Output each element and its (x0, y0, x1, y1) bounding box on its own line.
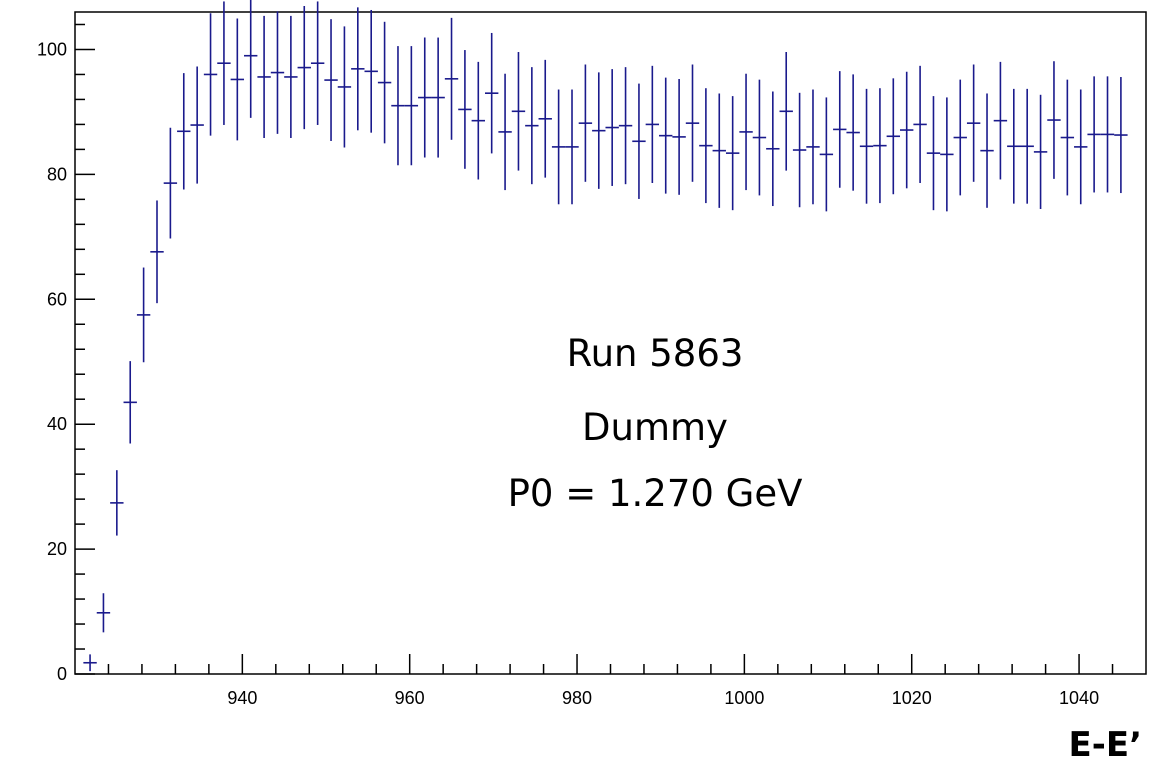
data-point (551, 89, 566, 205)
data-point (337, 26, 352, 148)
x-tick-label: 940 (227, 688, 257, 708)
data-point (190, 66, 204, 184)
data-point (377, 21, 392, 144)
y-tick-label: 0 (57, 664, 67, 684)
data-point (712, 93, 726, 208)
data-point (659, 77, 673, 194)
data-point (645, 65, 660, 184)
data-point (578, 64, 593, 182)
data-point (136, 267, 151, 363)
data-point (685, 64, 700, 182)
data-point (1087, 76, 1101, 193)
data-point (940, 97, 954, 212)
data-point (404, 46, 419, 166)
y-tick-label: 20 (47, 539, 67, 559)
data-point (859, 88, 874, 204)
data-point (270, 11, 285, 134)
data-point (1020, 88, 1034, 204)
data-point (244, 0, 258, 118)
data-point (284, 15, 298, 139)
data-point (605, 69, 619, 186)
data-point (953, 79, 967, 196)
data-point (966, 64, 981, 182)
y-axis-ticks: 0 20 40 60 80 100 (37, 23, 95, 684)
data-point (1074, 89, 1088, 205)
data-point (725, 96, 740, 211)
data-point (391, 46, 405, 166)
data-point (310, 1, 325, 125)
data-point (150, 200, 164, 304)
x-tick-label: 980 (562, 688, 592, 708)
run-annotation: Run 5863 Dummy P0 = 1.270 GeV (508, 332, 803, 515)
data-point (484, 32, 499, 154)
annotation-line-run: Run 5863 (567, 332, 744, 375)
x-axis-ticks: 940 960 980 1000 1020 1040 (107, 654, 1114, 708)
data-point (618, 67, 633, 185)
data-point (257, 15, 271, 139)
x-tick-label: 1040 (1059, 688, 1099, 708)
data-point (766, 91, 780, 207)
x-axis-label: E-E’ (1069, 725, 1142, 765)
data-point (431, 37, 445, 158)
y-tick-label: 60 (47, 289, 67, 309)
y-tick-label: 100 (37, 39, 67, 59)
data-point (364, 9, 378, 133)
data-point (926, 96, 941, 211)
x-tick-label: 960 (395, 688, 425, 708)
data-point (913, 65, 927, 184)
data-point (739, 73, 753, 191)
data-point (886, 78, 901, 195)
data-point (900, 71, 914, 189)
data-point (1047, 61, 1061, 179)
data-point (632, 83, 646, 199)
data-point (792, 92, 807, 208)
data-point (819, 97, 834, 212)
data-point (779, 52, 793, 171)
data-point (1100, 76, 1115, 193)
data-point (993, 61, 1008, 180)
data-point (110, 470, 124, 536)
data-point (203, 13, 218, 136)
x-tick-label: 1000 (724, 688, 764, 708)
data-points (83, 0, 1128, 672)
data-point (699, 88, 713, 204)
data-point (297, 6, 311, 130)
data-point (1007, 88, 1021, 204)
data-point (418, 37, 432, 158)
data-point (230, 18, 245, 141)
data-point (177, 73, 191, 190)
annotation-line-momentum: P0 = 1.270 GeV (508, 472, 803, 515)
data-point (83, 654, 97, 672)
data-point (324, 19, 338, 141)
data-point (752, 79, 767, 196)
data-point (592, 72, 606, 189)
y-tick-label: 40 (47, 414, 67, 434)
data-point (1033, 94, 1048, 209)
data-point (1114, 77, 1128, 194)
data-point (538, 59, 552, 178)
x-tick-label: 1020 (892, 688, 932, 708)
data-point (458, 50, 472, 169)
data-point (525, 67, 539, 185)
data-point (217, 1, 231, 125)
data-point (471, 61, 485, 180)
y-tick-label: 80 (47, 164, 67, 184)
data-point (806, 89, 820, 205)
data-point (833, 71, 847, 188)
data-point (123, 361, 137, 444)
data-point (163, 127, 178, 239)
data-point (511, 52, 526, 171)
data-point (96, 593, 111, 633)
data-point (565, 89, 579, 205)
data-point (846, 74, 860, 191)
data-point (672, 78, 686, 195)
data-point (1060, 79, 1075, 196)
data-point (873, 88, 887, 204)
data-point (444, 17, 459, 140)
annotation-line-target: Dummy (582, 406, 728, 449)
data-point (351, 7, 365, 131)
data-point (980, 93, 994, 208)
data-point (498, 73, 512, 191)
